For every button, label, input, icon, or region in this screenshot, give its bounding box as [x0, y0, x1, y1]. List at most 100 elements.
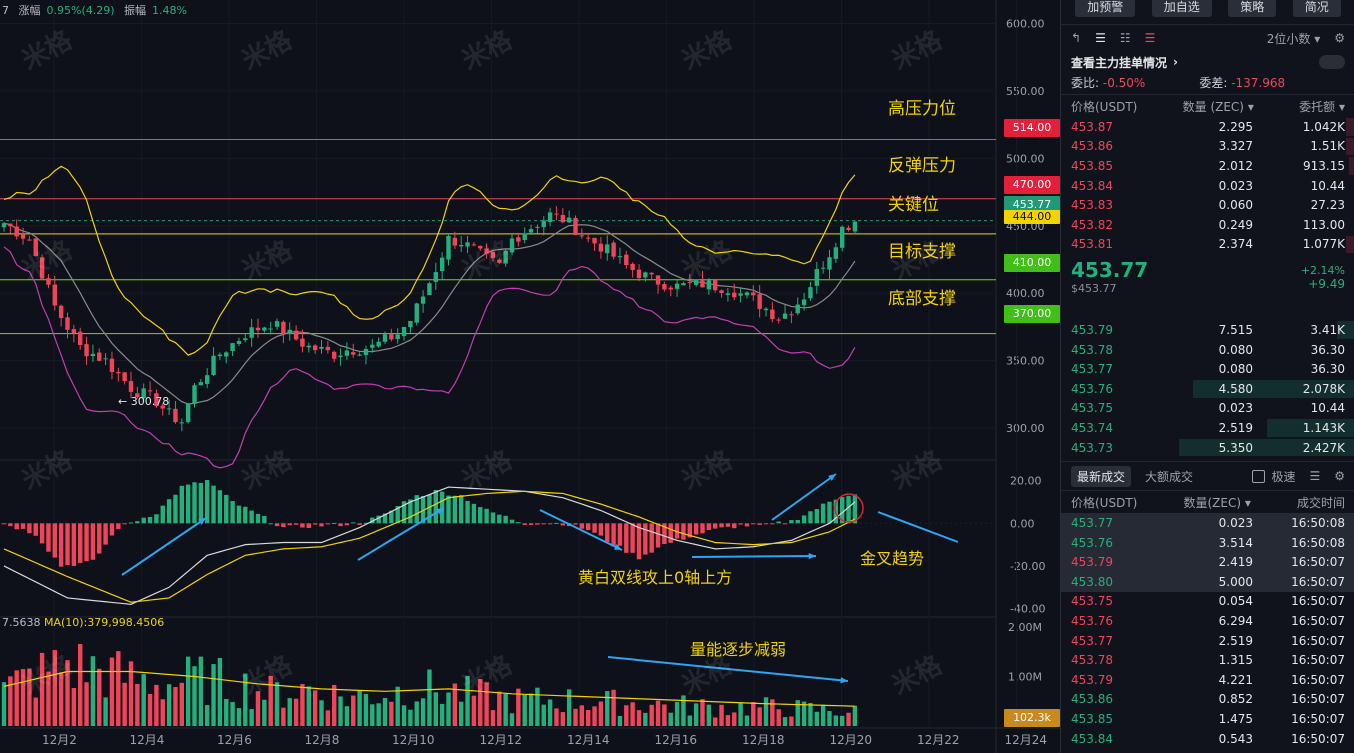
bid-row[interactable]: 453.75 0.023 10.44 — [1061, 399, 1354, 419]
book-header-amount[interactable]: 委托额 ▾ — [1299, 99, 1345, 114]
macd-bar — [312, 523, 318, 525]
trade-row[interactable]: 453.78 1.315 16:50:07 — [1061, 650, 1354, 670]
trade-row[interactable]: 453.79 2.419 16:50:07 — [1061, 552, 1354, 573]
trade-row[interactable]: 453.77 0.023 16:50:08 — [1061, 513, 1354, 533]
volume-bar — [852, 705, 858, 726]
volume-bar — [20, 669, 26, 726]
bid-row[interactable]: 453.79 7.515 3.41K — [1061, 320, 1354, 340]
volume-bar — [446, 692, 451, 726]
volume-bar — [420, 698, 426, 726]
watchlist-button[interactable]: 加自选 — [1151, 0, 1212, 17]
decimal-select[interactable]: 2位小数 ▾ — [1266, 31, 1321, 46]
macd-bar — [52, 523, 57, 558]
candle — [141, 388, 146, 399]
trade-price: 453.85 — [1071, 712, 1113, 727]
ask-row[interactable]: 453.82 0.249 113.00 — [1061, 215, 1354, 235]
chart-canvas[interactable]: 600.00550.00500.00450.00400.00350.00300.… — [0, 0, 1060, 753]
macd-bar — [668, 523, 673, 543]
ask-row[interactable]: 453.81 2.374 1.077K — [1061, 235, 1354, 255]
depth-link[interactable]: 查看主力挂单情况 › — [1061, 51, 1354, 73]
depth-toggle[interactable] — [1319, 55, 1345, 69]
trade-row[interactable]: 453.76 3.514 16:50:08 — [1061, 532, 1354, 553]
bid-price: 453.75 — [1071, 401, 1113, 416]
volume-bar — [382, 697, 388, 726]
bid-list: 453.79 7.515 3.41K 453.78 0.080 36.30 453.77 0.… — [1061, 320, 1354, 457]
time-tick-label: 12月20 — [830, 733, 873, 747]
ask-row[interactable]: 453.84 0.023 10.44 — [1061, 176, 1354, 196]
time-tick-label: 12月2 — [42, 733, 77, 747]
trade-row[interactable]: 453.85 1.475 16:50:07 — [1061, 709, 1354, 729]
bid-row[interactable]: 453.73 5.350 2.427K — [1061, 438, 1354, 458]
bid-amount: 36.30 — [1310, 362, 1345, 377]
candle — [706, 280, 712, 290]
candle — [338, 355, 343, 358]
candle — [744, 292, 750, 296]
volume-bar — [109, 657, 115, 726]
ask-amount: 1.077K — [1302, 237, 1345, 252]
book-asks-icon[interactable]: ☰ — [1144, 31, 1156, 45]
book-header-qty[interactable]: 数量 (ZEC) ▾ — [1182, 99, 1254, 114]
ask-row[interactable]: 453.83 0.060 27.23 — [1061, 195, 1354, 215]
macd-bar — [478, 507, 483, 524]
trade-row[interactable]: 453.79 4.221 16:50:07 — [1061, 670, 1354, 690]
trade-row[interactable]: 453.76 6.294 16:50:07 — [1061, 611, 1354, 631]
macd-bar — [211, 485, 216, 524]
strategy-button[interactable]: 策略 — [1228, 0, 1277, 17]
settings-icon[interactable]: ⚙ — [1334, 31, 1345, 45]
filter-icon[interactable]: ☰ — [1309, 469, 1321, 484]
candle — [173, 408, 178, 423]
overview-button[interactable]: 简况 — [1292, 0, 1341, 17]
macd-bar — [344, 523, 350, 526]
trade-qty: 3.514 — [1218, 535, 1253, 550]
trade-row[interactable]: 453.80 5.000 16:50:07 — [1061, 572, 1354, 592]
price-tick-label: 550.00 — [1006, 85, 1045, 98]
book-bids-icon[interactable]: ☷ — [1119, 31, 1131, 45]
tab-large-trades[interactable]: 大额成交 — [1145, 469, 1194, 484]
ask-row[interactable]: 453.86 3.327 1.51K — [1061, 137, 1354, 157]
macd-bar — [65, 523, 70, 566]
candle — [420, 296, 426, 304]
chevron-right-icon: › — [1173, 55, 1178, 69]
volume-bar — [605, 691, 610, 726]
volume-bar — [97, 668, 102, 726]
candle — [408, 320, 413, 328]
macd-bar — [217, 490, 223, 524]
candle — [827, 257, 832, 270]
macd-bar — [598, 523, 604, 536]
macd-bar — [636, 523, 642, 560]
trade-time: 16:50:07 — [1291, 712, 1345, 727]
alert-button[interactable]: 加预警 — [1075, 0, 1136, 17]
volume-bar — [516, 688, 521, 726]
macd-bar — [522, 523, 527, 525]
settings-icon[interactable]: ⚙ — [1334, 469, 1345, 484]
volume-bar — [566, 689, 572, 726]
return-icon[interactable]: ↰ — [1071, 31, 1082, 45]
fast-checkbox[interactable] — [1252, 469, 1266, 483]
macd-bar — [535, 523, 540, 525]
candle — [528, 229, 534, 233]
bid-row[interactable]: 453.74 2.519 1.143K — [1061, 418, 1354, 438]
volume-bar — [528, 693, 534, 726]
trade-row[interactable]: 453.84 0.543 16:50:07 — [1061, 729, 1354, 749]
volume-bar — [281, 707, 286, 726]
candle — [154, 393, 159, 407]
bid-row[interactable]: 453.78 0.080 36.30 — [1061, 340, 1354, 360]
candle — [801, 299, 807, 306]
volume-bar — [776, 709, 781, 726]
candle — [452, 237, 458, 246]
ask-row[interactable]: 453.87 2.295 1.042K — [1061, 117, 1354, 137]
trade-row[interactable]: 453.86 0.852 16:50:07 — [1061, 690, 1354, 710]
macd-bar — [293, 523, 299, 525]
trade-header-qty[interactable]: 数量(ZEC) ▾ — [1183, 495, 1251, 510]
bid-row[interactable]: 453.76 4.580 2.078K — [1061, 379, 1354, 399]
ask-row[interactable]: 453.85 2.012 913.15 — [1061, 156, 1354, 176]
trade-row[interactable]: 453.75 0.054 16:50:07 — [1061, 592, 1354, 612]
chart-area[interactable]: 600.00 550.00 500.00 450.00 400.00 350.00 300.… — [0, 0, 1060, 753]
candle — [128, 381, 134, 392]
trade-row[interactable]: 453.77 2.519 16:50:07 — [1061, 631, 1354, 651]
macd-bar — [357, 523, 362, 525]
bid-row[interactable]: 453.77 0.080 36.30 — [1061, 359, 1354, 379]
amp-label: 振幅 — [124, 4, 147, 17]
book-both-icon[interactable]: ☰ — [1095, 31, 1106, 45]
tab-latest-trades[interactable]: 最新成交 — [1071, 465, 1132, 487]
